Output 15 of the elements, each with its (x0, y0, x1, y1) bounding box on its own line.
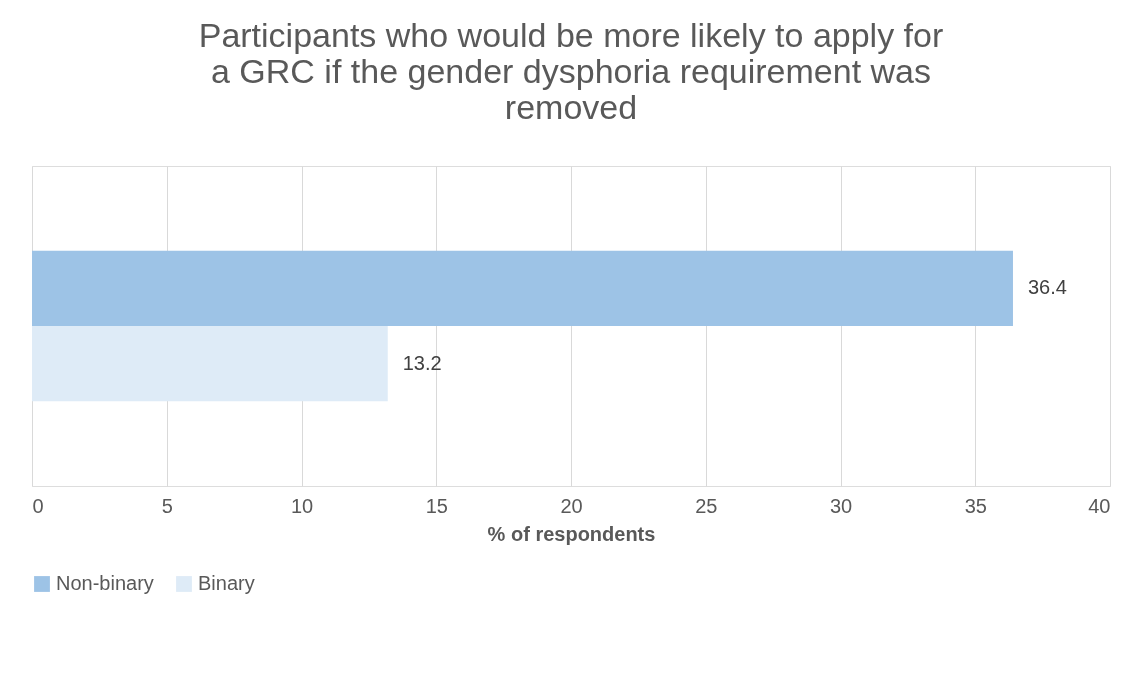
legend-label: Non-binary (56, 572, 154, 594)
x-tick-label: 35 (964, 494, 987, 517)
x-tick-label: 20 (560, 494, 583, 517)
chart-title: Participants who would be more likely to apply for a GRC if the gender dysphoria requirement was removed (198, 16, 944, 126)
x-tick-label: 25 (695, 494, 718, 517)
x-tick-label: 15 (425, 494, 448, 517)
x-tick-label: 40 (1088, 494, 1111, 517)
x-tick-label: 5 (161, 494, 173, 517)
data-label: 13.2 (402, 351, 442, 374)
x-tick-label: 0 (32, 494, 44, 517)
x-tick-label: 10 (290, 494, 314, 517)
legend-label: Binary (198, 572, 255, 594)
data-label: 36.4 (1027, 276, 1067, 299)
x-tick-label: 30 (829, 494, 853, 517)
x-axis-title: % of respondents (487, 522, 656, 545)
